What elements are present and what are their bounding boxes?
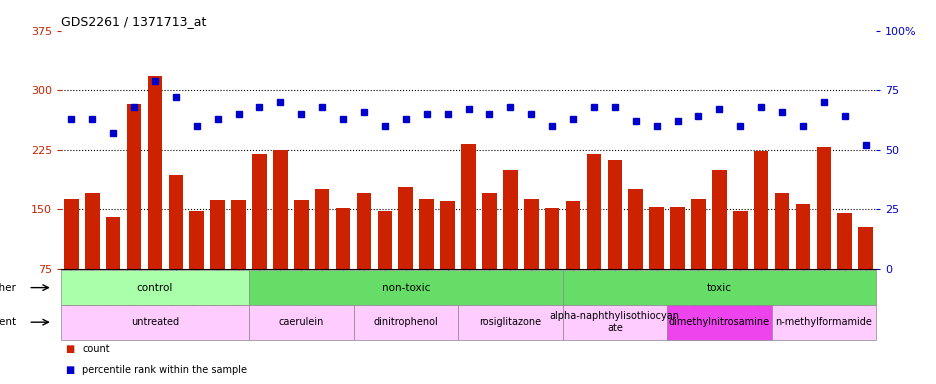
Bar bbox=[231, 200, 245, 328]
Bar bbox=[666, 305, 770, 340]
Text: alpha-naphthylisothiocyan
ate: alpha-naphthylisothiocyan ate bbox=[549, 311, 680, 333]
Bar bbox=[249, 305, 353, 340]
Bar bbox=[732, 211, 747, 328]
Bar bbox=[461, 144, 475, 328]
Bar bbox=[106, 217, 121, 328]
Bar bbox=[523, 199, 538, 328]
Bar bbox=[857, 227, 872, 328]
Bar bbox=[61, 270, 249, 305]
Bar bbox=[377, 211, 392, 328]
Text: dinitrophenol: dinitrophenol bbox=[373, 317, 438, 327]
Bar bbox=[272, 150, 287, 328]
Bar bbox=[249, 270, 562, 305]
Bar bbox=[148, 76, 162, 328]
Bar bbox=[210, 200, 225, 328]
Bar bbox=[61, 305, 249, 340]
Text: percentile rank within the sample: percentile rank within the sample bbox=[82, 365, 247, 375]
Bar bbox=[440, 201, 455, 328]
Bar bbox=[481, 194, 496, 328]
Bar bbox=[565, 201, 579, 328]
Bar bbox=[562, 270, 875, 305]
Text: GDS2261 / 1371713_at: GDS2261 / 1371713_at bbox=[61, 15, 206, 28]
Text: rosiglitazone: rosiglitazone bbox=[478, 317, 541, 327]
Bar bbox=[586, 154, 601, 328]
Bar bbox=[711, 170, 725, 328]
Bar bbox=[252, 154, 267, 328]
Bar bbox=[168, 175, 183, 328]
Bar bbox=[64, 199, 79, 328]
Bar bbox=[503, 170, 517, 328]
Bar bbox=[669, 207, 684, 328]
Bar bbox=[189, 211, 204, 328]
Text: count: count bbox=[82, 344, 110, 354]
Text: ■: ■ bbox=[66, 344, 75, 354]
Text: ■: ■ bbox=[66, 365, 75, 375]
Bar bbox=[649, 207, 664, 328]
Bar bbox=[774, 194, 788, 328]
Bar bbox=[85, 194, 99, 328]
Bar bbox=[353, 305, 458, 340]
Bar bbox=[628, 189, 642, 328]
Bar bbox=[770, 305, 875, 340]
Bar bbox=[126, 104, 141, 328]
Bar bbox=[458, 305, 562, 340]
Bar bbox=[544, 208, 559, 328]
Bar bbox=[294, 200, 308, 328]
Bar bbox=[691, 199, 705, 328]
Text: toxic: toxic bbox=[706, 283, 731, 293]
Bar bbox=[607, 160, 622, 328]
Text: agent: agent bbox=[0, 317, 16, 327]
Bar bbox=[753, 151, 768, 328]
Text: untreated: untreated bbox=[131, 317, 179, 327]
Bar bbox=[335, 208, 350, 328]
Bar bbox=[398, 187, 413, 328]
Text: non-toxic: non-toxic bbox=[381, 283, 430, 293]
Text: control: control bbox=[137, 283, 173, 293]
Bar bbox=[314, 189, 329, 328]
Bar bbox=[562, 305, 666, 340]
Text: caerulein: caerulein bbox=[278, 317, 324, 327]
Text: other: other bbox=[0, 283, 16, 293]
Bar bbox=[795, 204, 810, 328]
Text: dimethylnitrosamine: dimethylnitrosamine bbox=[668, 317, 769, 327]
Bar bbox=[419, 199, 433, 328]
Text: n-methylformamide: n-methylformamide bbox=[775, 317, 871, 327]
Bar bbox=[815, 147, 830, 328]
Bar bbox=[357, 194, 371, 328]
Bar bbox=[837, 213, 851, 328]
